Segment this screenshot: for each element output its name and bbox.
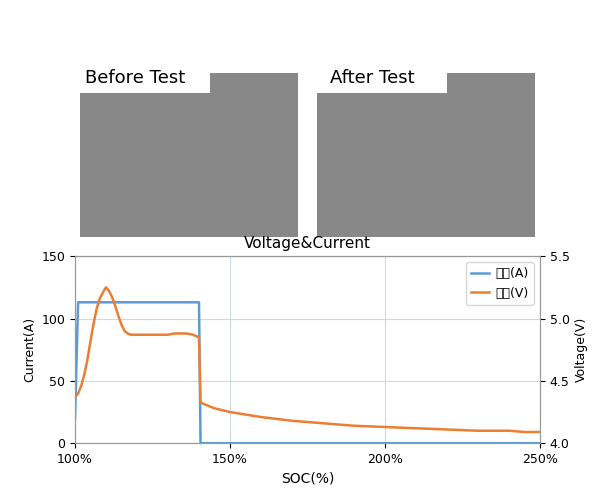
电压(V) xyxy=(177,331,184,337)
电压(V) xyxy=(118,322,125,328)
电压(V) xyxy=(152,332,159,338)
电压(V) xyxy=(197,399,204,405)
Bar xyxy=(80,73,298,238)
电流(A) xyxy=(536,440,544,446)
电压(V) xyxy=(183,331,190,337)
电压(V) xyxy=(130,332,137,338)
Text: After Test: After Test xyxy=(330,69,415,88)
Bar xyxy=(317,65,447,94)
电压(V) xyxy=(189,332,196,338)
Line: 电流(A): 电流(A) xyxy=(75,302,540,443)
电压(V) xyxy=(196,334,203,340)
电流(A) xyxy=(196,299,203,305)
电压(V) xyxy=(74,390,82,396)
电压(V) xyxy=(289,418,296,424)
电压(V) xyxy=(211,405,218,411)
电压(V) xyxy=(90,321,97,327)
电压(V) xyxy=(80,372,88,377)
Bar xyxy=(80,65,210,94)
电压(V) xyxy=(112,303,119,309)
电压(V) xyxy=(205,403,212,409)
X-axis label: SOC(%): SOC(%) xyxy=(281,472,334,486)
电压(V) xyxy=(93,306,100,312)
电压(V) xyxy=(319,420,326,426)
电压(V) xyxy=(443,426,451,432)
电压(V) xyxy=(115,313,122,319)
Y-axis label: Current(A): Current(A) xyxy=(23,317,36,382)
Text: Before Test: Before Test xyxy=(85,69,185,88)
电压(V) xyxy=(192,333,199,339)
Y-axis label: Voltage(V): Voltage(V) xyxy=(575,317,588,382)
电流(A) xyxy=(197,440,204,446)
电压(V) xyxy=(71,394,79,400)
电压(V) xyxy=(87,338,94,344)
电压(V) xyxy=(121,328,128,334)
Title: Voltage&Current: Voltage&Current xyxy=(244,236,371,251)
电压(V) xyxy=(536,429,544,435)
Line: 电压(V): 电压(V) xyxy=(75,287,540,432)
电压(V) xyxy=(146,332,153,338)
电压(V) xyxy=(521,429,528,435)
电压(V) xyxy=(226,409,233,415)
Bar xyxy=(317,73,535,238)
电压(V) xyxy=(242,411,249,417)
电压(V) xyxy=(109,294,116,300)
电压(V) xyxy=(127,332,134,338)
电压(V) xyxy=(475,428,482,434)
电流(A) xyxy=(74,299,82,305)
电压(V) xyxy=(350,423,358,429)
电压(V) xyxy=(140,332,147,338)
电压(V) xyxy=(158,332,166,338)
电流(A) xyxy=(71,415,79,421)
电压(V) xyxy=(164,332,172,338)
电压(V) xyxy=(96,296,103,302)
Legend: 电流(A), 电压(V): 电流(A), 电压(V) xyxy=(466,262,534,305)
电压(V) xyxy=(103,284,110,290)
电压(V) xyxy=(99,289,107,295)
电压(V) xyxy=(199,400,206,406)
电压(V) xyxy=(170,331,178,337)
电压(V) xyxy=(505,428,512,434)
电压(V) xyxy=(382,424,389,430)
电压(V) xyxy=(133,332,140,338)
电压(V) xyxy=(124,331,131,337)
电压(V) xyxy=(106,288,113,294)
电压(V) xyxy=(412,425,419,431)
电压(V) xyxy=(84,357,91,363)
电压(V) xyxy=(77,383,85,389)
电压(V) xyxy=(257,414,265,420)
